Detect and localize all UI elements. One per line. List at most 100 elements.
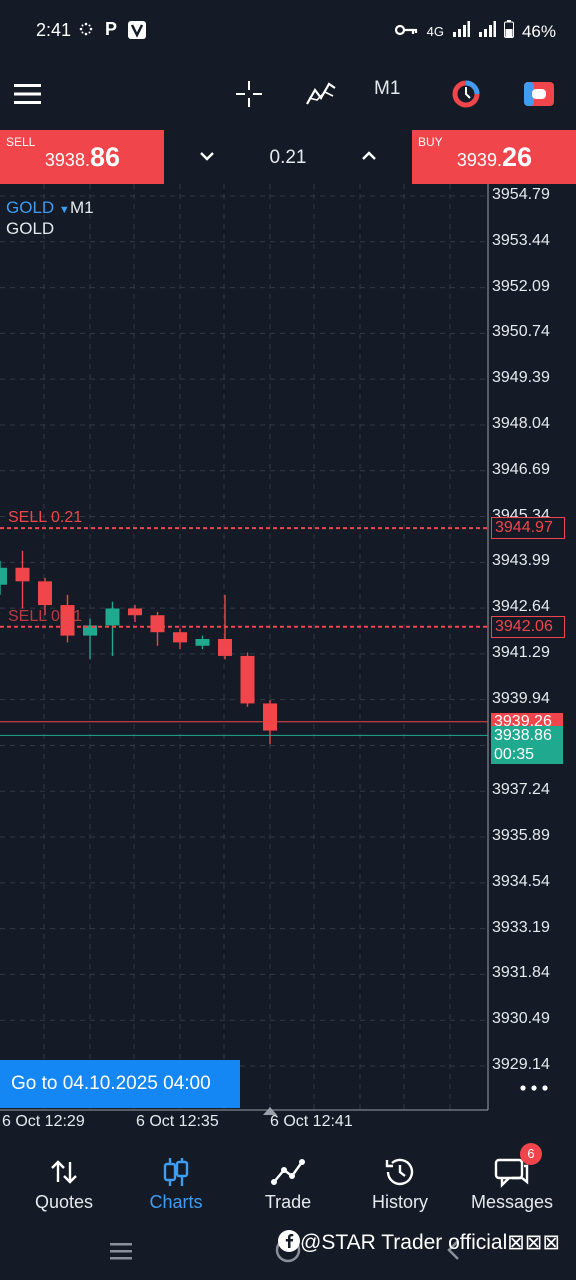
price-tick-label: 3950.74	[492, 323, 550, 341]
trade-toggle-icon[interactable]	[519, 74, 559, 114]
price-tick-label: 3933.19	[492, 918, 550, 936]
price-tick-label: 3935.89	[492, 827, 550, 845]
buy-price: 3939.26	[456, 142, 532, 172]
signal-icon	[452, 21, 470, 42]
price-tick-label: 3929.14	[492, 1056, 550, 1073]
settings-dots-icon	[78, 21, 94, 37]
battery-icon	[503, 20, 514, 43]
messages-chat-icon	[494, 1156, 530, 1188]
messages-badge: 6	[520, 1143, 542, 1165]
price-tick-label: 3939.94	[492, 689, 550, 707]
quotes-arrows-icon	[46, 1156, 82, 1188]
v-app-icon	[128, 21, 146, 39]
nav-label: Quotes	[34, 1192, 94, 1212]
nav-history[interactable]: History	[344, 1150, 456, 1220]
candle	[15, 550, 30, 609]
symbol-timeframe: M1	[70, 198, 94, 217]
price-tick-label: 3946.69	[492, 460, 550, 478]
p-icon: P	[104, 19, 117, 39]
crosshair-icon[interactable]	[229, 74, 269, 114]
hamburger-icon[interactable]	[8, 74, 48, 114]
price-chart[interactable]	[0, 184, 576, 1140]
time-tick-label: 6 Oct 12:35	[136, 1113, 219, 1130]
chart-grid	[0, 184, 489, 1111]
candle	[105, 601, 120, 656]
order-price-box: 3942.06	[491, 615, 565, 638]
symbol-selector[interactable]: GOLD ▼	[6, 198, 70, 217]
candle	[83, 618, 97, 660]
nav-messages[interactable]: Messages	[456, 1150, 568, 1220]
buy-label: BUY	[418, 135, 443, 149]
charts-candles-icon	[158, 1156, 194, 1188]
bar-countdown: 00:35	[494, 746, 535, 764]
symbol-description: GOLD	[6, 219, 55, 238]
candle	[128, 605, 142, 623]
lot-value[interactable]: 0.21	[269, 147, 307, 168]
price-tick-label: 3941.29	[492, 643, 550, 661]
time-tick-label: 6 Oct 12:41	[270, 1113, 353, 1130]
candle	[195, 635, 210, 650]
watermark-glyphs: ⊠⊠⊠	[507, 1231, 561, 1254]
back-chevron-icon[interactable]	[442, 1238, 466, 1262]
bid-price: 3938.86	[494, 727, 552, 745]
price-tick-label: 3948.04	[492, 414, 550, 432]
status-right: 4G 46%	[394, 20, 556, 43]
key-icon	[394, 22, 419, 42]
sell-label: SELL	[6, 135, 36, 149]
candle	[38, 577, 52, 616]
facebook-icon	[278, 1230, 300, 1258]
status-time: 2:41	[36, 20, 72, 40]
bid-price-box: 3938.86 00:35	[491, 726, 563, 765]
candle	[150, 611, 165, 646]
price-tick-label: 3937.24	[492, 781, 550, 799]
nav-label: History	[371, 1192, 428, 1212]
ask-price-box: 3939.26	[491, 712, 563, 731]
wifi-signal-icon	[478, 21, 496, 42]
nav-quotes[interactable]: Quotes	[8, 1150, 120, 1220]
trade-line-icon	[270, 1156, 306, 1188]
symbol-dropdown-icon: ▼	[58, 204, 70, 216]
order-price-box: 3944.97	[491, 517, 565, 540]
watermark: @STAR Trader official⊠⊠⊠	[278, 1230, 560, 1258]
candle	[240, 652, 255, 707]
price-tick-label: 3954.79	[492, 186, 550, 203]
price-tick-label: 3930.49	[492, 1010, 550, 1028]
indicators-icon[interactable]	[301, 74, 341, 114]
timeframe-selector[interactable]: M1	[374, 78, 401, 99]
nav-label: Messages	[470, 1192, 554, 1212]
price-tick-label: 3943.99	[492, 552, 550, 570]
battery-level: 46%	[521, 21, 556, 41]
lot-increase-chevron-up-icon[interactable]	[357, 144, 381, 168]
price-lines	[0, 527, 488, 736]
chart-canvas	[0, 184, 489, 1111]
history-clock-icon	[382, 1156, 418, 1188]
nav-trade[interactable]: Trade	[232, 1150, 344, 1220]
price-tick-label: 3952.09	[492, 277, 550, 295]
price-tick-label: 3953.44	[492, 231, 550, 249]
price-tick-label: 3934.54	[492, 872, 550, 890]
candles	[0, 550, 277, 745]
order-line-label[interactable]: SELL 0.21	[8, 509, 83, 527]
more-dots-icon[interactable]	[518, 1078, 550, 1098]
order-line-label[interactable]: SELL 0.21	[8, 607, 83, 625]
candle	[173, 628, 187, 650]
sell-price: 3938.86	[44, 142, 120, 172]
time-axis-marker-icon	[263, 1102, 277, 1115]
one-click-trading-icon[interactable]	[446, 74, 486, 114]
nav-charts[interactable]: Charts	[120, 1150, 232, 1220]
nav-label: Trade	[264, 1192, 312, 1212]
network-type: 4G	[426, 24, 444, 39]
recent-apps-icon[interactable]	[108, 1240, 136, 1262]
nav-label: Charts	[149, 1192, 203, 1212]
lot-decrease-chevron-down-icon[interactable]	[195, 144, 219, 168]
candle	[60, 594, 75, 643]
price-tick-label: 3931.84	[492, 964, 550, 982]
price-tick-label: 3949.39	[492, 369, 550, 387]
buy-button[interactable]: BUY 3939.26	[412, 130, 576, 184]
sell-button[interactable]: SELL 3938.86	[0, 130, 164, 184]
time-tick-label: 6 Oct 12:29	[2, 1113, 85, 1130]
goto-date-button[interactable]: Go to 04.10.2025 04:00	[0, 1060, 240, 1108]
candle	[0, 560, 7, 595]
price-tick-label: 3942.64	[492, 598, 550, 616]
chart-toolbar	[0, 62, 576, 130]
